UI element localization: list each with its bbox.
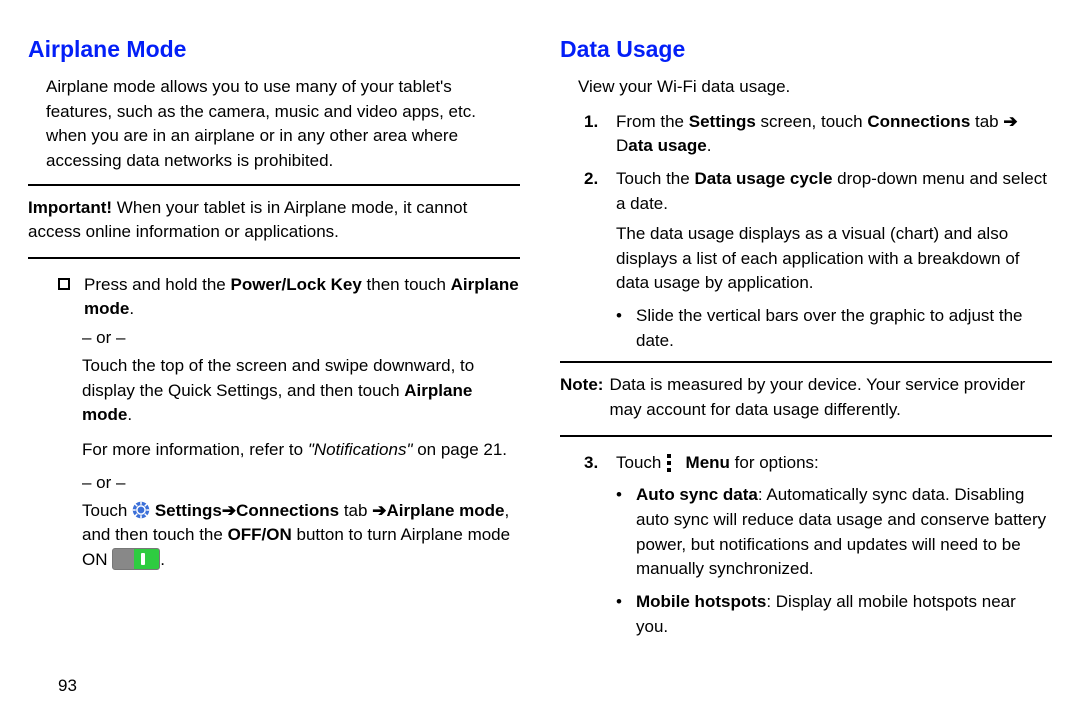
note-label: Note: xyxy=(560,373,603,422)
path-tab: tab xyxy=(339,501,372,520)
step-1-text: From the Settings screen, touch Connecti… xyxy=(616,110,1052,159)
step-3: 3. Touch Menu for options: xyxy=(584,451,1052,476)
swipe-instruction: Touch the top of the screen and swipe do… xyxy=(82,354,520,428)
settings-path: Touch Settings ➔ Connections tab ➔ Airpl… xyxy=(82,499,520,573)
step-2-number: 2. xyxy=(584,167,604,296)
manual-page: Airplane Mode Airplane mode allows you t… xyxy=(0,0,1080,720)
more-info-ref: For more information, refer to "Notifica… xyxy=(82,438,520,463)
toggle-on-icon xyxy=(112,548,160,570)
moreinfo-pre: For more information, refer to xyxy=(82,440,308,459)
menu-dots-icon xyxy=(666,454,676,472)
step-1: 1. From the Settings screen, touch Conne… xyxy=(584,110,1052,159)
note-text: Data is measured by your device. Your se… xyxy=(609,373,1052,422)
step-2-text: Touch the Data usage cycle drop-down men… xyxy=(616,167,1052,296)
step-3-number: 3. xyxy=(584,451,604,476)
step-2-sub-bullet: Slide the vertical bars over the graphic… xyxy=(616,304,1052,353)
heading-airplane-mode: Airplane Mode xyxy=(28,36,520,63)
swipe-end: . xyxy=(127,405,132,424)
bullet-body: Press and hold the Power/Lock Key then t… xyxy=(84,273,520,322)
data-usage-intro: View your Wi-Fi data usage. xyxy=(578,75,1052,100)
step-3-text: Touch Menu for options: xyxy=(616,451,1052,476)
step-2-para2: The data usage displays as a visual (cha… xyxy=(616,224,1020,292)
path-arrow-2: ➔ xyxy=(372,499,386,524)
square-bullet-icon xyxy=(58,278,70,290)
path-offon-bold: OFF/ON xyxy=(228,525,292,544)
note-box: Note: Data is measured by your device. Y… xyxy=(560,361,1052,436)
page-number: 93 xyxy=(58,676,77,696)
menu-bold: Menu xyxy=(686,453,730,472)
bullet-post: then touch xyxy=(362,275,451,294)
bullet-end: . xyxy=(129,299,134,318)
left-column: Airplane Mode Airplane mode allows you t… xyxy=(28,36,520,700)
path-settings-bold: Settings xyxy=(155,501,222,520)
step-1-number: 1. xyxy=(584,110,604,159)
important-note-box: Important! When your tablet is in Airpla… xyxy=(28,184,520,259)
or-separator-2: – or – xyxy=(82,473,520,493)
important-label: Important! xyxy=(28,198,112,217)
bullet-pre: Press and hold the xyxy=(84,275,230,294)
bullet-power-lock: Press and hold the Power/Lock Key then t… xyxy=(58,273,520,322)
path-end: . xyxy=(160,550,165,569)
step-2: 2. Touch the Data usage cycle drop-down … xyxy=(584,167,1052,296)
path-arrow-1: ➔ xyxy=(222,499,236,524)
path-touch: Touch xyxy=(82,501,132,520)
path-connections-bold: Connections xyxy=(236,501,339,520)
step-3-option-hotspots: Mobile hotspots: Display all mobile hots… xyxy=(616,590,1052,639)
step-3-option-autosync: Auto sync data: Automatically sync data.… xyxy=(616,483,1052,582)
right-column: Data Usage View your Wi-Fi data usage. 1… xyxy=(560,36,1052,700)
bullet-bold-powerlock: Power/Lock Key xyxy=(230,275,361,294)
moreinfo-ref-italic: "Notifications" xyxy=(308,440,413,459)
airplane-intro: Airplane mode allows you to use many of … xyxy=(46,75,520,174)
settings-gear-icon xyxy=(132,501,150,519)
heading-data-usage: Data Usage xyxy=(560,36,1052,63)
moreinfo-post: on page 21. xyxy=(412,440,507,459)
path-airplane-bold: Airplane mode xyxy=(386,501,504,520)
or-separator-1: – or – xyxy=(82,328,520,348)
